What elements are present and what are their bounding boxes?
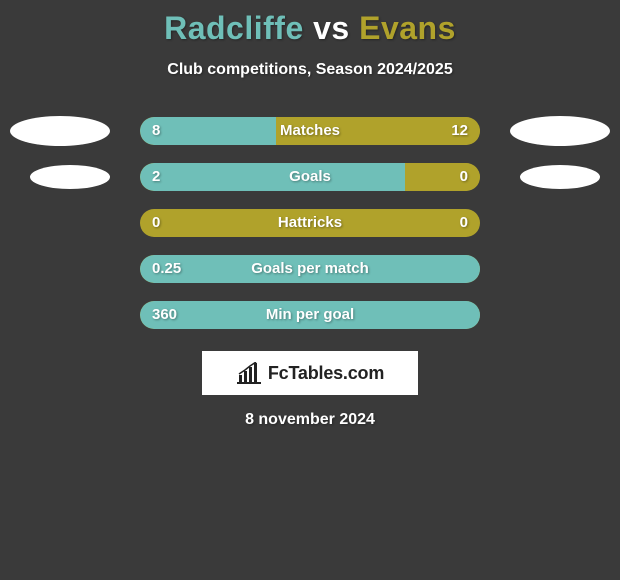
player2-avatar-small: [520, 165, 600, 189]
player2-name: Evans: [359, 10, 456, 46]
comparison-title: Radcliffe vs Evans: [0, 0, 620, 47]
subtitle: Club competitions, Season 2024/2025: [0, 61, 620, 79]
player2-avatar: [510, 116, 610, 146]
date-label: 8 november 2024: [0, 411, 620, 429]
brand-text: FcTables.com: [268, 363, 384, 384]
stat-row: 360Min per goal: [0, 301, 620, 329]
brand-badge: FcTables.com: [202, 351, 418, 395]
stat-label: Hattricks: [140, 209, 480, 237]
stat-track: 360Min per goal: [140, 301, 480, 329]
stat-label: Goals per match: [140, 255, 480, 283]
stat-track: 812Matches: [140, 117, 480, 145]
vs-label: vs: [313, 10, 350, 46]
bar-chart-icon: [236, 362, 262, 384]
stat-row: 00Hattricks: [0, 209, 620, 237]
player1-name: Radcliffe: [164, 10, 304, 46]
infographic-canvas: Radcliffe vs Evans Club competitions, Se…: [0, 0, 620, 580]
stat-bars-container: 812Matches 20Goals 00Hattricks 0.25Goals pe…: [0, 117, 620, 329]
stat-label: Goals: [140, 163, 480, 191]
stat-track: 20Goals: [140, 163, 480, 191]
stat-label: Matches: [140, 117, 480, 145]
player1-avatar: [10, 116, 110, 146]
stat-row: 0.25Goals per match: [0, 255, 620, 283]
stat-track: 00Hattricks: [140, 209, 480, 237]
stat-row: 20Goals: [0, 163, 620, 191]
stat-track: 0.25Goals per match: [140, 255, 480, 283]
stat-row: 812Matches: [0, 117, 620, 145]
player1-avatar-small: [30, 165, 110, 189]
stat-label: Min per goal: [140, 301, 480, 329]
